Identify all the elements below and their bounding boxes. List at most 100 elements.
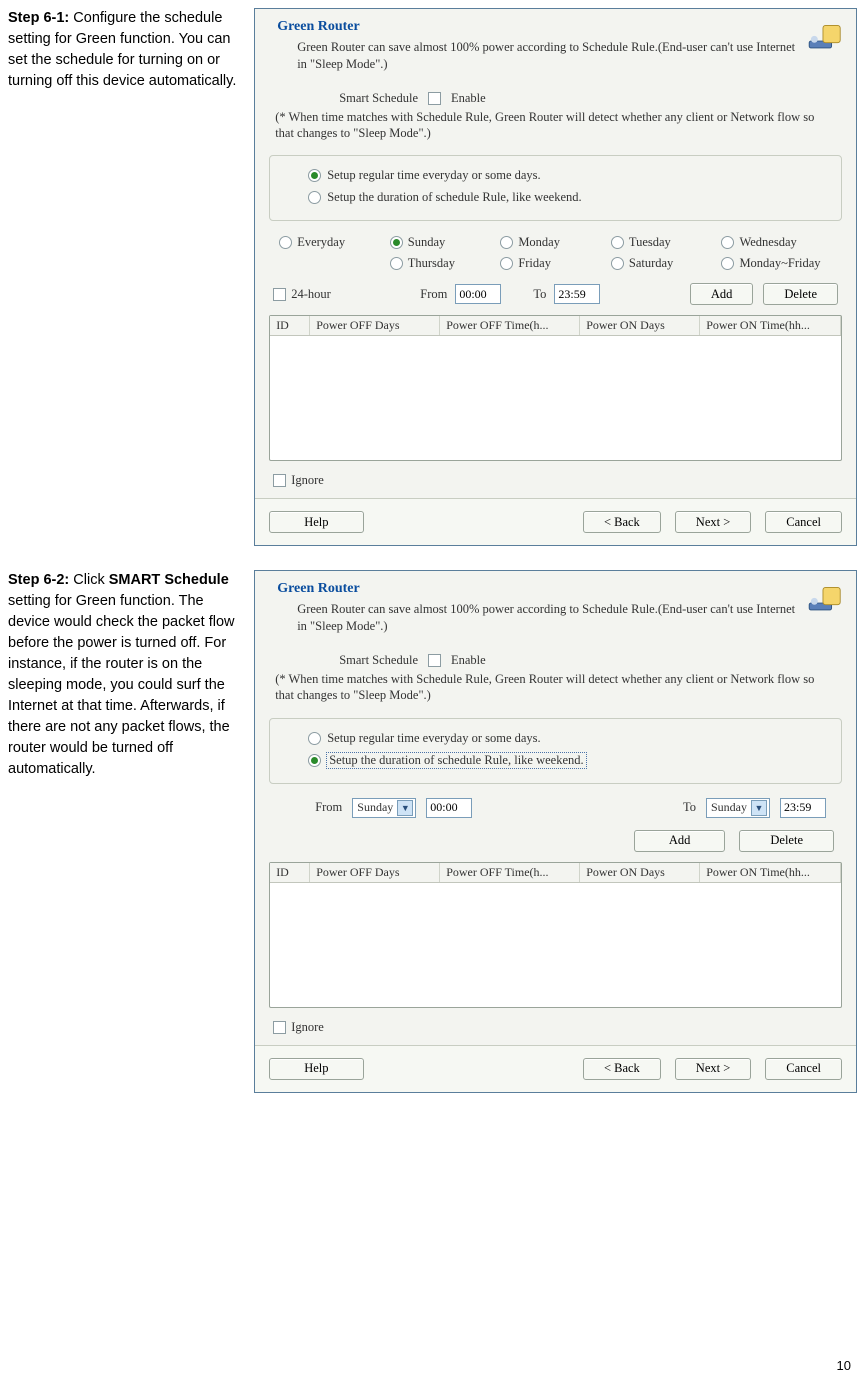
radio-duration-2[interactable]: Setup the duration of schedule Rule, lik…	[308, 753, 585, 768]
24h-checkbox-wrap[interactable]: 24-hour	[273, 287, 331, 302]
day-tuesday[interactable]: Tuesday	[611, 235, 714, 250]
dialog-header: Green Router Green Router can save almos…	[255, 9, 856, 79]
next-button-2[interactable]: Next >	[675, 1058, 751, 1080]
day-mon-fri[interactable]: Monday~Friday	[721, 256, 824, 271]
chevron-down-icon: ▼	[397, 800, 413, 816]
step-6-2-bold: SMART Schedule	[109, 572, 229, 588]
schedule-table: ID Power OFF Days Power OFF Time(h... Po…	[269, 315, 842, 461]
to-day-value: Sunday	[711, 800, 747, 815]
smart-schedule-section-2: Smart Schedule Enable (* When time match…	[255, 641, 856, 718]
from-day-value: Sunday	[357, 800, 393, 815]
table-header: ID Power OFF Days Power OFF Time(h... Po…	[270, 316, 841, 336]
delete-button[interactable]: Delete	[763, 283, 838, 305]
enable-checkbox[interactable]	[428, 92, 441, 105]
day-wednesday[interactable]: Wednesday	[721, 235, 824, 250]
day-thursday-label: Thursday	[408, 256, 455, 271]
enable-label: Enable	[451, 91, 486, 106]
help-button[interactable]: Help	[269, 511, 363, 533]
day-everyday[interactable]: Everyday	[279, 235, 382, 250]
to-label-2: To	[683, 800, 696, 815]
router-icon-2	[804, 581, 842, 625]
day-thursday[interactable]: Thursday	[390, 256, 493, 271]
delete-button-2[interactable]: Delete	[739, 830, 834, 852]
day-saturday-label: Saturday	[629, 256, 673, 271]
step-6-1-row: Step 6-1: Configure the schedule setting…	[8, 8, 857, 546]
col-off-days-2[interactable]: Power OFF Days	[310, 863, 440, 882]
ignore-checkbox-wrap[interactable]: Ignore	[273, 473, 838, 488]
back-button[interactable]: < Back	[583, 511, 661, 533]
schedule-table-2: ID Power OFF Days Power OFF Time(h... Po…	[269, 862, 842, 1008]
step-6-1-text: Step 6-1: Configure the schedule setting…	[8, 8, 242, 546]
schedule-note: (* When time matches with Schedule Rule,…	[275, 109, 834, 142]
step-6-1-heading: Step 6-1:	[8, 10, 69, 26]
table-header-2: ID Power OFF Days Power OFF Time(h... Po…	[270, 863, 841, 883]
cancel-button-2[interactable]: Cancel	[765, 1058, 842, 1080]
step-6-2-body-post: setting for Green function. The device w…	[8, 593, 235, 777]
day-friday-label: Friday	[518, 256, 551, 271]
ignore-checkbox-wrap-2[interactable]: Ignore	[273, 1020, 838, 1035]
add-button[interactable]: Add	[690, 283, 754, 305]
col-id-2[interactable]: ID	[270, 863, 310, 882]
dialog-desc-2: Green Router can save almost 100% power …	[275, 601, 804, 635]
day-wednesday-label: Wednesday	[739, 235, 796, 250]
from-input-2[interactable]	[426, 798, 472, 818]
ignore-label: Ignore	[291, 473, 324, 488]
radio-duration[interactable]: Setup the duration of schedule Rule, lik…	[308, 190, 581, 205]
dialog-desc: Green Router can save almost 100% power …	[275, 39, 804, 73]
day-everyday-label: Everyday	[297, 235, 345, 250]
ignore-row-2: Ignore	[255, 1016, 856, 1045]
setup-type-group: Setup regular time everyday or some days…	[269, 155, 842, 221]
schedule-note-2: (* When time matches with Schedule Rule,…	[275, 671, 834, 704]
smart-schedule-label: Smart Schedule	[339, 91, 418, 106]
step-6-2-row: Step 6-2: Click SMART Schedule setting f…	[8, 570, 857, 1092]
setup-type-group-2: Setup regular time everyday or some days…	[269, 718, 842, 784]
radio-duration-label: Setup the duration of schedule Rule, lik…	[327, 190, 581, 205]
ignore-row: Ignore	[255, 469, 856, 498]
radio-regular-label-2: Setup regular time everyday or some days…	[327, 731, 540, 746]
day-sunday[interactable]: Sunday	[390, 235, 493, 250]
dialog-header-text-2: Green Router Green Router can save almos…	[275, 581, 804, 635]
add-delete-row-2: Add Delete	[255, 828, 856, 862]
24-hour-label: 24-hour	[291, 287, 331, 302]
col-on-time[interactable]: Power ON Time(hh...	[700, 316, 841, 335]
dialog-header-2: Green Router Green Router can save almos…	[255, 571, 856, 641]
to-day-select[interactable]: Sunday▼	[706, 798, 770, 818]
col-on-time-2[interactable]: Power ON Time(hh...	[700, 863, 841, 882]
ignore-label-2: Ignore	[291, 1020, 324, 1035]
green-router-dialog-1: Green Router Green Router can save almos…	[254, 8, 857, 546]
day-tuesday-label: Tuesday	[629, 235, 671, 250]
day-sunday-label: Sunday	[408, 235, 446, 250]
enable-checkbox-2[interactable]	[428, 654, 441, 667]
radio-regular[interactable]: Setup regular time everyday or some days…	[308, 168, 540, 183]
add-button-2[interactable]: Add	[634, 830, 726, 852]
smart-schedule-label-2: Smart Schedule	[339, 653, 418, 668]
nav-buttons: Help < Back Next > Cancel	[255, 498, 856, 545]
col-on-days-2[interactable]: Power ON Days	[580, 863, 700, 882]
smart-schedule-section: Smart Schedule Enable (* When time match…	[255, 79, 856, 156]
from-input[interactable]	[455, 284, 501, 304]
to-input-2[interactable]	[780, 798, 826, 818]
cancel-button[interactable]: Cancel	[765, 511, 842, 533]
day-friday[interactable]: Friday	[500, 256, 603, 271]
col-off-days[interactable]: Power OFF Days	[310, 316, 440, 335]
radio-duration-label-2: Setup the duration of schedule Rule, lik…	[327, 753, 585, 768]
back-button-2[interactable]: < Back	[583, 1058, 661, 1080]
col-off-time-2[interactable]: Power OFF Time(h...	[440, 863, 580, 882]
col-id[interactable]: ID	[270, 316, 310, 335]
day-monday-label: Monday	[518, 235, 560, 250]
col-off-time[interactable]: Power OFF Time(h...	[440, 316, 580, 335]
from-day-select[interactable]: Sunday ▼	[352, 798, 416, 818]
radio-regular-2[interactable]: Setup regular time everyday or some days…	[308, 731, 540, 746]
from-label-2: From	[315, 800, 342, 815]
day-saturday[interactable]: Saturday	[611, 256, 714, 271]
to-input[interactable]	[554, 284, 600, 304]
router-icon	[804, 19, 842, 63]
day-monday[interactable]: Monday	[500, 235, 603, 250]
col-on-days[interactable]: Power ON Days	[580, 316, 700, 335]
days-grid: Everyday Sunday Monday Tuesday Wednesday…	[269, 229, 842, 277]
next-button[interactable]: Next >	[675, 511, 751, 533]
green-router-dialog-2: Green Router Green Router can save almos…	[254, 570, 857, 1092]
help-button-2[interactable]: Help	[269, 1058, 363, 1080]
enable-label-2: Enable	[451, 653, 486, 668]
from-label: From	[420, 287, 447, 302]
